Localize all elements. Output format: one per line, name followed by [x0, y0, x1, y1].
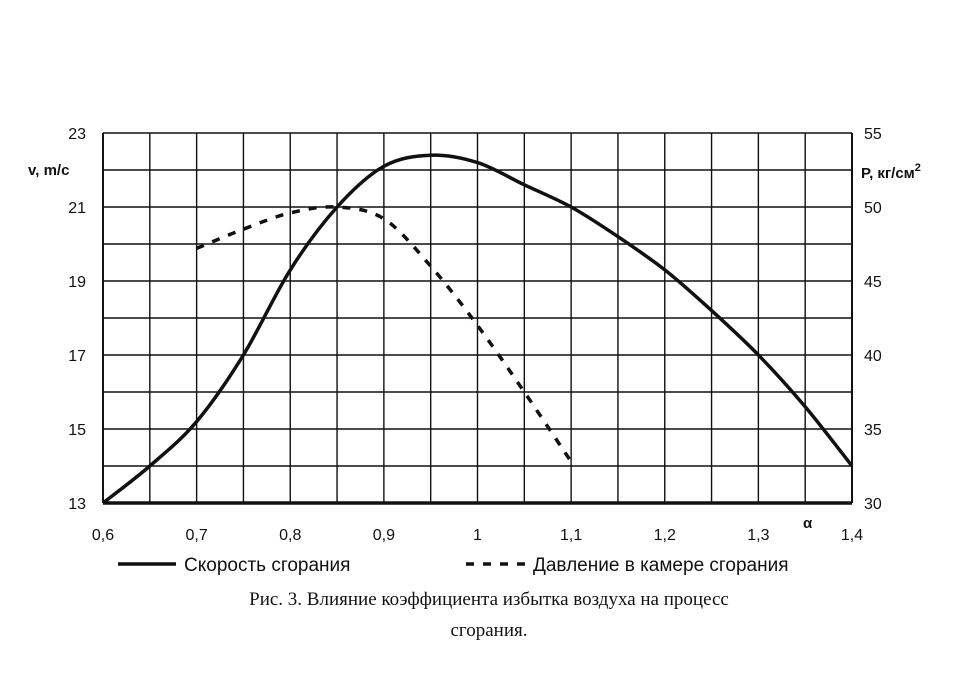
- x-tick-label: 0,8: [279, 527, 301, 544]
- y-left-tick-label: 15: [68, 422, 86, 439]
- y-left-tick-label: 21: [68, 200, 86, 217]
- y-left-tick-label: 17: [68, 348, 86, 365]
- caption-line-1: Рис. 3. Влияние коэффициента избытка воз…: [249, 589, 729, 610]
- grid: [102, 132, 853, 504]
- x-tick-label: 0,7: [186, 527, 208, 544]
- legend-label-speed: Скорость сгорания: [184, 555, 350, 576]
- x-tick-label: 0,6: [92, 527, 114, 544]
- y-right-tick-label: 40: [864, 348, 882, 365]
- y-right-axis-title-sup: 2: [915, 162, 921, 174]
- series-layer: [101, 153, 854, 505]
- y-left-tick-label: 23: [68, 126, 86, 143]
- x-tick-label: 0,9: [373, 527, 395, 544]
- x-tick-label: 1: [473, 527, 482, 544]
- caption-line-2: сгорания.: [450, 620, 527, 641]
- y-left-tick-label: 19: [68, 274, 86, 291]
- y-right-tick-label: 35: [864, 422, 882, 439]
- tick-labels: 0,6 0,7 0,8 0,9 1 1,1 1,2 1,3 1,4 13 15 17 19 21 23 30 3…: [68, 126, 882, 544]
- y-right-tick-label: 30: [864, 496, 882, 513]
- x-tick-label: 1,4: [841, 527, 863, 544]
- legend: Скорость сгорания Давление в камере сгор…: [118, 555, 789, 576]
- y-left-tick-label: 13: [68, 496, 86, 513]
- plot-frame: [102, 133, 853, 505]
- y-right-tick-label: 45: [864, 274, 882, 291]
- y-left-axis-title: v, m/c: [28, 162, 69, 179]
- x-axis-title: α: [803, 515, 813, 532]
- x-tick-label: 1,1: [560, 527, 582, 544]
- series-line-speed: [101, 153, 854, 505]
- x-tick-label: 1,3: [747, 527, 769, 544]
- y-right-tick-label: 50: [864, 200, 882, 217]
- y-right-axis-title: P, кг/см2: [861, 162, 921, 182]
- legend-label-pressure: Давление в камере сгорания: [533, 555, 789, 576]
- x-tick-label: 1,2: [654, 527, 676, 544]
- series-line-pressure: [195, 205, 573, 463]
- y-right-axis-title-base: P, кг/см: [861, 165, 915, 182]
- y-right-tick-label: 55: [864, 126, 882, 143]
